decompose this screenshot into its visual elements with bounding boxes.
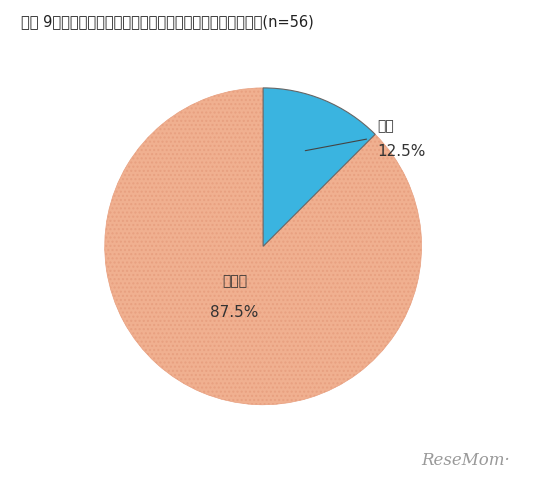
Text: 図表 9　就職活動における学位がないことによる支障の有無(n=56): 図表 9 就職活動における学位がないことによる支障の有無(n=56): [21, 14, 314, 29]
Text: いいえ: いいえ: [222, 274, 247, 288]
Wedge shape: [105, 88, 422, 405]
Text: 87.5%: 87.5%: [211, 305, 259, 320]
Text: ReseMom·: ReseMom·: [422, 452, 510, 469]
Wedge shape: [263, 88, 375, 246]
Text: 12.5%: 12.5%: [377, 144, 425, 159]
Text: はい: はい: [377, 119, 394, 133]
